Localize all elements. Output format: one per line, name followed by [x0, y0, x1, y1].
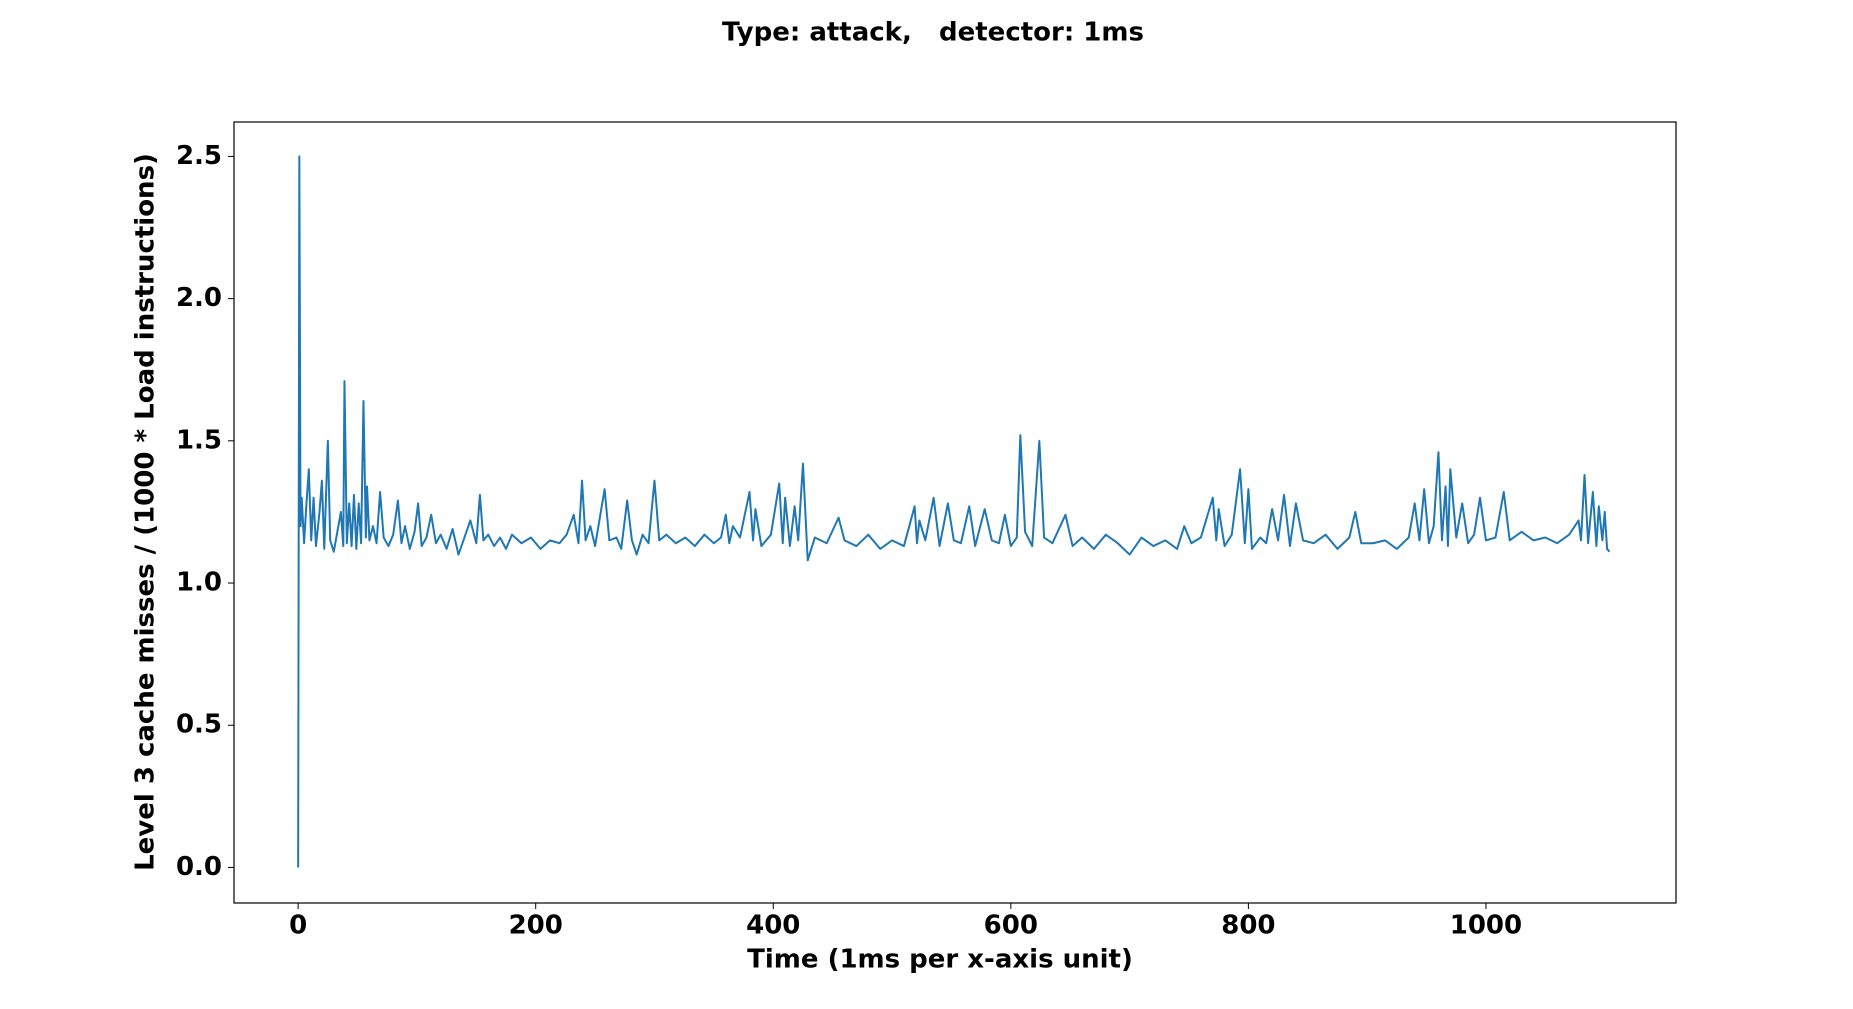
- y-tick-label: 1.0: [176, 568, 222, 598]
- y-tick-label: 2.0: [176, 283, 222, 313]
- plot-frame: [233, 121, 1677, 904]
- x-tick-label: 600: [984, 911, 1038, 941]
- x-axis-label: Time (1ms per x-axis unit): [747, 945, 1133, 975]
- x-tick-label: 200: [509, 911, 563, 941]
- x-tick-label: 0: [289, 911, 307, 941]
- y-tick-label: 0.0: [176, 852, 222, 882]
- x-tick-label: 1000: [1450, 911, 1522, 941]
- y-tick-label: 1.5: [176, 425, 222, 455]
- y-axis-label: Level 3 cache misses / (1000 * Load inst…: [131, 153, 161, 871]
- x-tick-label: 400: [746, 911, 800, 941]
- chart-title: Type: attack, detector: 1ms: [722, 18, 1144, 48]
- data-line: [297, 155, 1611, 868]
- y-tick-label: 2.5: [176, 141, 222, 171]
- x-tick-label: 800: [1221, 911, 1275, 941]
- y-tick-label: 0.5: [176, 710, 222, 740]
